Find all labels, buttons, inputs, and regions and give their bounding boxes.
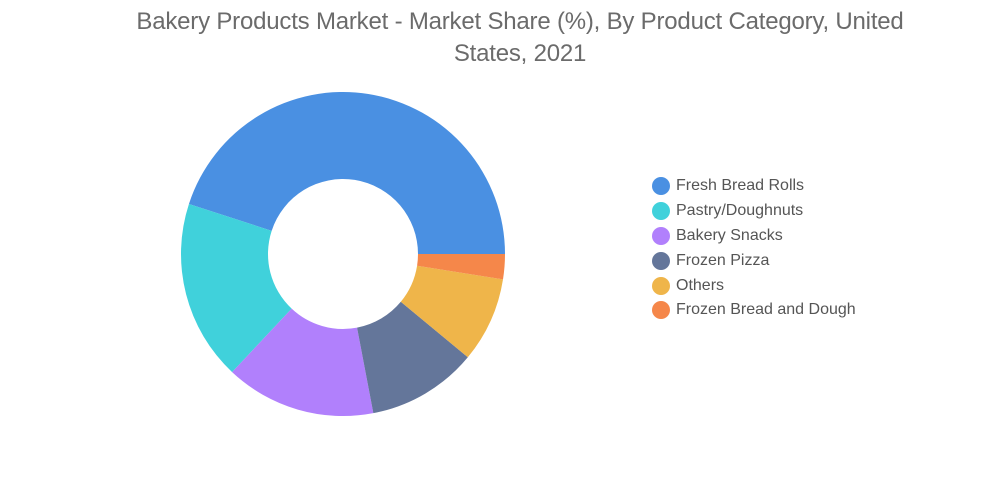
legend-label: Others xyxy=(676,276,725,294)
slice-frozen-bread-and-dough[interactable] xyxy=(417,254,505,280)
chart-legend: Fresh Bread Rolls Pastry/Doughnuts Bakery … xyxy=(652,174,856,323)
legend-item[interactable]: Fresh Bread Rolls xyxy=(652,174,856,199)
legend-item[interactable]: Frozen Pizza xyxy=(652,248,856,273)
legend-swatch xyxy=(652,177,670,196)
slice-pastry-doughnuts[interactable] xyxy=(180,203,292,373)
slice-fresh-bread-rolls[interactable] xyxy=(188,91,506,254)
legend-swatch xyxy=(652,251,670,270)
legend-label: Frozen Bread and Dough xyxy=(676,301,856,319)
legend-label: Pastry/Doughnuts xyxy=(676,202,804,220)
legend-item[interactable]: Pastry/Doughnuts xyxy=(652,199,856,224)
slice-bakery-snacks[interactable] xyxy=(232,308,374,416)
slice-frozen-pizza[interactable] xyxy=(357,301,468,414)
legend-swatch xyxy=(652,202,670,221)
legend-item[interactable]: Bakery Snacks xyxy=(652,224,856,249)
legend-label: Fresh Bread Rolls xyxy=(676,177,805,195)
legend-swatch xyxy=(652,276,670,295)
legend-item[interactable]: Others xyxy=(652,273,856,298)
chart-title: Bakery Products Market - Market Share (%… xyxy=(136,8,904,67)
legend-label: Frozen Pizza xyxy=(676,251,770,269)
legend-swatch xyxy=(652,301,670,320)
slice-others[interactable] xyxy=(400,265,504,358)
donut-chart xyxy=(180,91,506,416)
legend-swatch xyxy=(652,226,670,245)
legend-label: Bakery Snacks xyxy=(676,226,783,244)
legend-item[interactable]: Frozen Bread and Dough xyxy=(652,298,856,323)
